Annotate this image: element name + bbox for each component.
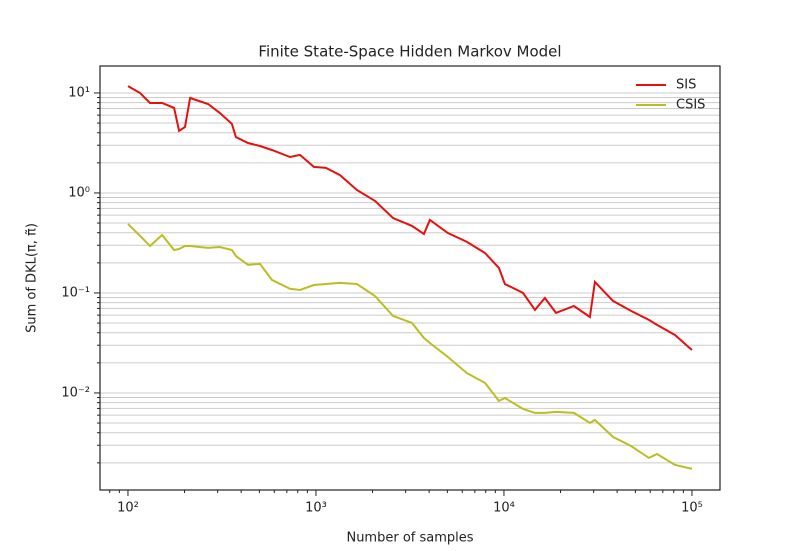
series-line: [127, 85, 693, 351]
y-tick-label: 10⁰: [68, 185, 90, 200]
series-line: [127, 223, 693, 470]
x-tick-label: 10²: [117, 501, 139, 516]
x-tick-label: 10⁵: [681, 501, 703, 516]
plot-frame: [99, 65, 721, 491]
x-tick-label: 10⁴: [493, 501, 515, 516]
y-axis-label: Sum of DKL(π, π̃): [25, 223, 40, 333]
legend-label: SIS: [676, 78, 696, 93]
y-tick-label: 10⁻²: [61, 385, 90, 400]
x-tick-label: 10³: [305, 501, 327, 516]
chart-title: Finite State-Space Hidden Markov Model: [258, 43, 561, 61]
legend-label: CSIS: [676, 98, 705, 113]
y-tick-label: 10¹: [68, 85, 90, 100]
y-tick-label: 10⁻¹: [61, 285, 90, 300]
x-axis-label: Number of samples: [346, 531, 473, 546]
